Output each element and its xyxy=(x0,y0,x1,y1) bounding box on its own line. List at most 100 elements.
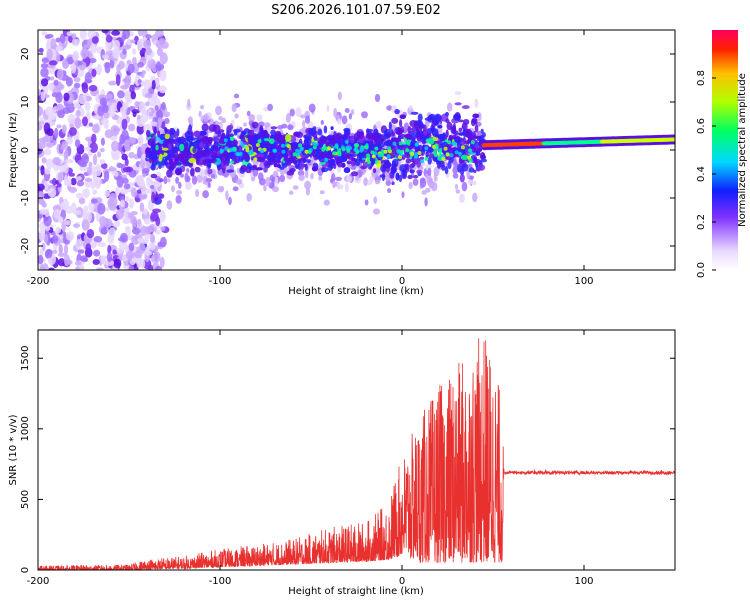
snr-ytick-label: 0 xyxy=(20,567,31,573)
colorbar-gradient xyxy=(712,30,738,270)
spectrogram-cell xyxy=(437,133,445,140)
spectrogram-cell xyxy=(137,79,142,84)
spectrogram-cell xyxy=(113,219,121,227)
spectrogram-cell xyxy=(187,98,191,109)
spectrogram-cell xyxy=(325,135,333,141)
spectrogram-cell xyxy=(67,113,77,124)
spectrogram-cell xyxy=(92,241,97,248)
spectrogram-cell xyxy=(127,63,135,74)
spectrogram-cell xyxy=(41,31,48,36)
spectrogram-cell xyxy=(119,106,127,114)
spectrogram-cell xyxy=(158,153,163,162)
spectrogram-cell xyxy=(56,68,64,81)
spectrogram-cell xyxy=(424,146,429,151)
spectrogram-cell xyxy=(320,120,325,125)
spectrogram-cell xyxy=(343,127,351,132)
spectrogram-cell xyxy=(101,117,110,126)
spectrogram-cell xyxy=(264,142,271,148)
spectrogram-cell xyxy=(99,97,108,107)
spectrogram-cell xyxy=(407,126,412,134)
spectrogram-cell xyxy=(431,126,435,133)
spectrogram-cell xyxy=(136,38,143,51)
spectrogram-cell xyxy=(324,157,329,162)
spectrogram-cell xyxy=(175,168,182,176)
snr-frame xyxy=(37,329,676,571)
spectrogram-cell xyxy=(81,153,90,165)
spectrogram-cell xyxy=(128,198,134,209)
spectrogram-cell xyxy=(113,258,122,269)
spectrogram-cell xyxy=(116,175,124,188)
spectrogram-cell xyxy=(246,110,251,117)
spectrogram-cell xyxy=(461,181,468,192)
spectrogram-cell xyxy=(366,155,371,165)
spectrogram-cell xyxy=(88,84,98,92)
spectrogram-cell xyxy=(246,193,252,202)
spectrogram-cell xyxy=(75,109,81,118)
spectrogram-cell xyxy=(62,59,69,69)
spectrogram-cell xyxy=(277,163,282,169)
spectrogram-cell xyxy=(181,149,189,156)
spectrogram-cell xyxy=(83,205,89,213)
spectrogram-cell xyxy=(87,166,92,176)
spectrogram-cell xyxy=(315,148,322,154)
spectrogram-cell xyxy=(41,202,47,208)
spectrogram-cell xyxy=(162,139,171,144)
spectrogram-cell xyxy=(114,186,120,197)
spectrogram-cell xyxy=(105,93,113,99)
spectrogram-cell xyxy=(52,177,57,186)
spectrogram-cell xyxy=(160,226,166,231)
spectrogram-cell xyxy=(307,121,314,130)
spectrogram-cell xyxy=(88,122,94,127)
spectrogram-cell xyxy=(402,144,409,148)
spectrogram-cell xyxy=(38,229,46,242)
spectrogram-cell xyxy=(143,218,151,225)
spectrogram-cell xyxy=(417,113,423,122)
spectrogram-cell xyxy=(73,101,81,109)
spectrogram-cell xyxy=(410,151,415,156)
spectrogram-cell xyxy=(140,259,146,269)
spectrogram-cell xyxy=(255,167,263,171)
spectrogram-cell xyxy=(54,127,59,140)
spectrogram-cell xyxy=(291,145,296,152)
spectrogram-cell xyxy=(391,160,397,169)
spectrogram-cell xyxy=(107,244,112,255)
spectrogram-cell xyxy=(274,176,279,186)
spectrogram-cell xyxy=(413,175,419,179)
spectrogram-cell xyxy=(145,47,152,56)
spectrogram-cell xyxy=(326,104,330,113)
spectrogram-cell xyxy=(167,143,173,151)
spectrogram-cell xyxy=(413,120,419,129)
spectrogram-cell xyxy=(421,190,427,195)
spectrogram-cell xyxy=(63,174,69,187)
snr-xtick-label: -200 xyxy=(27,576,50,587)
spectrogram-cell xyxy=(57,172,63,184)
spectrogram-cell xyxy=(386,154,391,159)
spectrogram-cell xyxy=(281,153,288,158)
spectrogram-cell xyxy=(407,174,413,180)
spectrogram-cell xyxy=(480,152,486,160)
spectrogram-cell xyxy=(265,176,271,187)
spectrogram-cell xyxy=(337,91,343,101)
spectrogram-cell xyxy=(227,124,234,130)
spectrogram-cell xyxy=(89,142,98,154)
spectrogram-cell xyxy=(95,164,102,177)
spectrogram-cell xyxy=(161,158,165,166)
spectrogram-cell xyxy=(88,161,93,168)
spectrogram-cell xyxy=(289,108,295,117)
spectrogram-cell xyxy=(100,255,108,260)
spectrogram-cell xyxy=(295,152,300,157)
spectrogram-cell xyxy=(258,121,265,128)
spectrogram-cell xyxy=(292,152,297,157)
spectrogram-cell xyxy=(477,164,486,171)
spectrogram-cell xyxy=(319,161,326,165)
spectrogram-cell xyxy=(416,125,423,133)
spectrogram-cell xyxy=(409,169,415,174)
spectrogram-cell xyxy=(64,220,71,226)
spectrogram-cell xyxy=(232,186,239,192)
spectrogram-cell xyxy=(63,254,71,266)
spectrogram-cell xyxy=(190,167,195,177)
spectrogram-cell xyxy=(467,163,473,168)
spectrogram-cell xyxy=(410,130,416,135)
spectrogram-cell xyxy=(157,130,161,138)
